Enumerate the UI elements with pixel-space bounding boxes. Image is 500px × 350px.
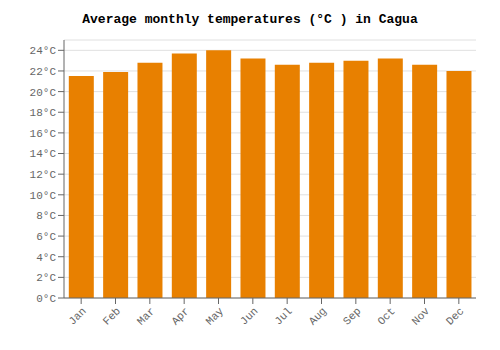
svg-text:Nov: Nov bbox=[410, 305, 433, 328]
svg-text:2°C: 2°C bbox=[36, 272, 56, 284]
svg-text:Dec: Dec bbox=[444, 305, 466, 327]
svg-text:Aug: Aug bbox=[307, 305, 329, 327]
svg-text:Sep: Sep bbox=[341, 305, 363, 327]
svg-text:12°C: 12°C bbox=[30, 169, 57, 181]
svg-text:Jan: Jan bbox=[66, 305, 88, 327]
svg-text:Oct: Oct bbox=[375, 305, 397, 327]
svg-text:4°C: 4°C bbox=[36, 252, 56, 264]
svg-text:Feb: Feb bbox=[101, 305, 123, 327]
svg-text:Jun: Jun bbox=[238, 305, 260, 327]
svg-text:20°C: 20°C bbox=[30, 87, 57, 99]
svg-text:Mar: Mar bbox=[135, 305, 157, 327]
svg-text:22°C: 22°C bbox=[30, 66, 57, 78]
svg-text:Apr: Apr bbox=[169, 305, 191, 327]
html-text:Average monthly temperatures (: Average monthly temperatures (°C ) in Ca… bbox=[82, 12, 418, 27]
svg-text:10°C: 10°C bbox=[30, 190, 57, 202]
svg-text:May: May bbox=[204, 305, 227, 328]
svg-text:6°C: 6°C bbox=[36, 231, 56, 243]
svg-text:14°C: 14°C bbox=[30, 148, 57, 160]
svg-text:8°C: 8°C bbox=[36, 210, 56, 222]
svg-text:0°C: 0°C bbox=[36, 293, 56, 305]
svg-text:18°C: 18°C bbox=[30, 107, 57, 119]
svg-text:Jul: Jul bbox=[272, 305, 294, 327]
svg-text:16°C: 16°C bbox=[30, 128, 57, 140]
svg-text:24°C: 24°C bbox=[30, 45, 57, 57]
